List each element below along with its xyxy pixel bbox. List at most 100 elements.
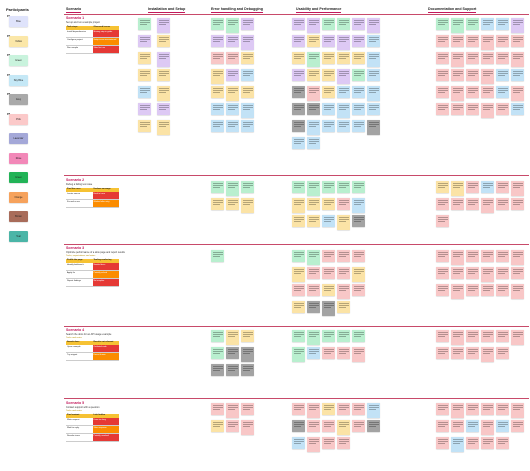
sticky-note[interactable] — [352, 250, 365, 262]
sticky-note[interactable] — [436, 403, 449, 415]
sticky-note[interactable] — [241, 52, 254, 64]
sticky-note[interactable] — [352, 420, 365, 432]
sticky-note[interactable] — [466, 52, 479, 64]
sticky-note[interactable] — [337, 437, 350, 449]
sticky-note[interactable] — [367, 18, 380, 33]
sticky-note[interactable] — [511, 181, 524, 196]
sticky-note[interactable] — [322, 403, 335, 415]
sticky-note[interactable] — [451, 103, 464, 115]
sticky-note[interactable] — [367, 420, 380, 432]
sticky-note[interactable] — [226, 181, 239, 196]
sticky-note[interactable] — [322, 103, 335, 115]
sticky-note[interactable] — [337, 330, 350, 342]
sticky-note[interactable] — [496, 52, 509, 64]
legend-swatch[interactable]: Yellow — [9, 35, 28, 47]
sticky-note[interactable] — [292, 437, 305, 449]
sticky-note[interactable] — [496, 403, 509, 415]
sticky-note[interactable] — [337, 18, 350, 30]
sticky-note[interactable] — [292, 301, 305, 313]
sticky-note[interactable] — [307, 18, 320, 33]
sticky-note[interactable] — [436, 437, 449, 449]
sticky-note[interactable] — [241, 69, 254, 81]
sticky-note[interactable] — [436, 52, 449, 64]
sticky-note[interactable] — [466, 330, 479, 342]
sticky-note[interactable] — [337, 86, 350, 98]
sticky-note[interactable] — [241, 347, 254, 362]
sticky-note[interactable] — [226, 420, 239, 432]
sticky-note[interactable] — [322, 69, 335, 81]
legend-swatch[interactable]: Green — [9, 55, 28, 66]
sticky-note[interactable] — [211, 35, 224, 47]
sticky-note[interactable] — [241, 86, 254, 98]
sticky-note[interactable] — [481, 35, 494, 50]
sticky-note[interactable] — [436, 69, 449, 81]
sticky-note[interactable] — [211, 330, 224, 342]
sticky-note[interactable] — [496, 267, 509, 279]
sticky-note[interactable] — [292, 35, 305, 47]
sticky-note[interactable] — [241, 18, 254, 30]
sticky-note[interactable] — [211, 364, 224, 376]
sticky-note[interactable] — [367, 403, 380, 418]
sticky-note[interactable] — [157, 103, 170, 115]
sticky-note[interactable] — [352, 181, 365, 193]
sticky-note[interactable] — [481, 347, 494, 362]
sticky-note[interactable] — [211, 18, 224, 30]
sticky-note[interactable] — [352, 267, 365, 282]
sticky-note[interactable] — [211, 347, 224, 359]
sticky-note[interactable] — [451, 420, 464, 432]
sticky-note[interactable] — [322, 198, 335, 210]
sticky-note[interactable] — [292, 267, 305, 282]
sticky-note[interactable] — [511, 267, 524, 279]
sticky-note[interactable] — [436, 420, 449, 432]
sticky-note[interactable] — [241, 330, 254, 342]
sticky-note[interactable] — [481, 86, 494, 98]
sticky-note[interactable] — [226, 103, 239, 115]
sticky-note[interactable] — [352, 69, 365, 81]
sticky-note[interactable] — [451, 437, 464, 452]
sticky-note[interactable] — [496, 198, 509, 210]
sticky-note[interactable] — [226, 347, 239, 359]
sticky-note[interactable] — [292, 69, 305, 81]
legend-swatch[interactable]: Brown — [9, 211, 28, 222]
sticky-note[interactable] — [307, 198, 320, 210]
sticky-note[interactable] — [496, 69, 509, 81]
legend-swatch[interactable]: Rose — [9, 152, 28, 164]
sticky-note[interactable] — [367, 69, 380, 81]
legend-swatch[interactable]: Teal — [9, 230, 28, 242]
sticky-note[interactable] — [337, 103, 350, 118]
sticky-note[interactable] — [226, 120, 239, 132]
sticky-note[interactable] — [226, 69, 239, 81]
sticky-note[interactable] — [337, 69, 350, 84]
sticky-note[interactable] — [496, 284, 509, 296]
sticky-note[interactable] — [157, 35, 170, 47]
sticky-note[interactable] — [451, 18, 464, 33]
sticky-note[interactable] — [211, 420, 224, 432]
sticky-note[interactable] — [337, 250, 350, 262]
sticky-note[interactable] — [307, 301, 320, 313]
sticky-note[interactable] — [241, 181, 254, 193]
sticky-note[interactable] — [496, 18, 509, 30]
sticky-note[interactable] — [496, 250, 509, 262]
sticky-note[interactable] — [436, 267, 449, 279]
sticky-note[interactable] — [466, 181, 479, 193]
sticky-note[interactable] — [481, 181, 494, 193]
sticky-note[interactable] — [481, 330, 494, 342]
sticky-note[interactable] — [436, 250, 449, 262]
sticky-note[interactable] — [496, 103, 509, 115]
sticky-note[interactable] — [322, 284, 335, 296]
sticky-note[interactable] — [337, 215, 350, 230]
sticky-note[interactable] — [322, 120, 335, 132]
sticky-note[interactable] — [292, 215, 305, 227]
sticky-note[interactable] — [337, 301, 350, 313]
sticky-note[interactable] — [138, 120, 151, 132]
sticky-note[interactable] — [307, 103, 320, 115]
sticky-note[interactable] — [241, 120, 254, 132]
sticky-note[interactable] — [307, 403, 320, 418]
sticky-note[interactable] — [466, 347, 479, 359]
sticky-note[interactable] — [466, 35, 479, 47]
sticky-note[interactable] — [307, 330, 320, 345]
sticky-note[interactable] — [511, 284, 524, 299]
sticky-note[interactable] — [322, 35, 335, 47]
sticky-note[interactable] — [322, 330, 335, 342]
legend-swatch[interactable]: Sky Blue — [9, 74, 28, 86]
